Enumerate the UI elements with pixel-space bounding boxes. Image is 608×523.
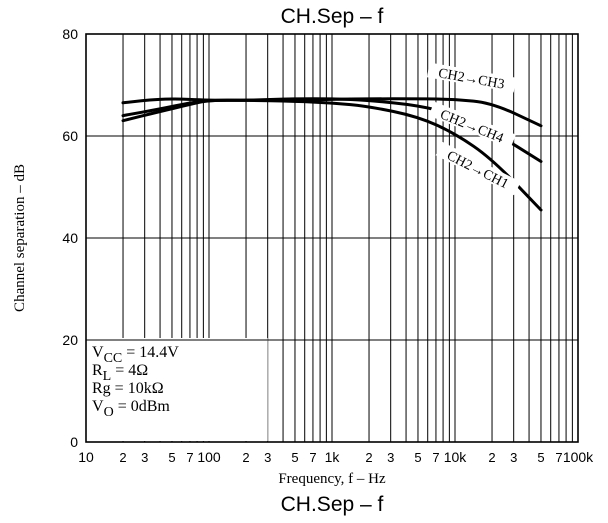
condition-vo-symbol: V xyxy=(92,398,104,415)
x-tick-label: 5 xyxy=(537,450,544,465)
x-tick-label: 7 xyxy=(309,450,316,465)
x-tick-label: 2 xyxy=(365,450,372,465)
chart-title: CH.Sep – f xyxy=(281,5,384,28)
x-tick-label: 3 xyxy=(387,450,394,465)
conditions-mask xyxy=(87,338,268,441)
condition-rl-subscript: L xyxy=(103,369,112,384)
x-tick-label: 7 xyxy=(432,450,439,465)
x-tick-label: 2 xyxy=(119,450,126,465)
x-tick-label: 3 xyxy=(141,450,148,465)
test-conditions: VCC = 14.4V RL = 4Ω Rg = 10kΩ VO = 0dBm xyxy=(92,344,179,420)
series-label-bg xyxy=(435,141,521,196)
conditions-background xyxy=(86,338,268,441)
y-tick-label: 0 xyxy=(70,434,78,450)
x-tick-label: 2 xyxy=(242,450,249,465)
x-tick-label: 1k xyxy=(325,449,341,465)
x-tick-label: 3 xyxy=(264,450,271,465)
x-tick-label: 2 xyxy=(488,450,495,465)
condition-rl-symbol: R xyxy=(92,362,103,379)
y-tick-label: 60 xyxy=(62,128,78,144)
y-tick-label: 80 xyxy=(62,26,78,42)
plot-frame xyxy=(85,33,579,443)
x-tick-label: 5 xyxy=(414,450,421,465)
x-tick-label: 5 xyxy=(168,450,175,465)
series-label-bg xyxy=(428,101,516,149)
condition-rl: RL = 4Ω xyxy=(92,362,148,384)
x-tick-label: 10k xyxy=(444,449,468,465)
condition-rl-value: = 4Ω xyxy=(111,362,148,379)
y-axis-label: Channel separation – dB xyxy=(12,164,28,312)
condition-vo: VO = 0dBm xyxy=(92,398,170,420)
x-tick-label: 100 xyxy=(197,449,221,465)
x-tick-label: 7 xyxy=(555,450,562,465)
y-tick-label: 20 xyxy=(62,332,78,348)
x-tick-label: 100k xyxy=(563,449,594,465)
x-tick-label: 7 xyxy=(186,450,193,465)
condition-vcc-subscript: CC xyxy=(104,351,123,366)
x-tick-label: 10 xyxy=(78,449,94,465)
condition-vo-subscript: O xyxy=(104,405,114,420)
y-tick-label: 40 xyxy=(62,230,78,246)
condition-vo-value: = 0dBm xyxy=(114,398,171,415)
condition-vcc-symbol: V xyxy=(92,344,104,361)
series-line-3 xyxy=(121,98,543,212)
condition-rg: Rg = 10kΩ xyxy=(92,380,164,397)
series-label-bg xyxy=(427,62,517,93)
x-tick-label: 5 xyxy=(291,450,298,465)
condition-vcc: VCC = 14.4V xyxy=(92,344,179,366)
x-axis-label: Frequency, f – Hz xyxy=(278,471,386,487)
x-tick-label: 3 xyxy=(510,450,517,465)
chart-caption: CH.Sep – f xyxy=(281,493,384,516)
condition-vcc-value: = 14.4V xyxy=(122,344,179,361)
